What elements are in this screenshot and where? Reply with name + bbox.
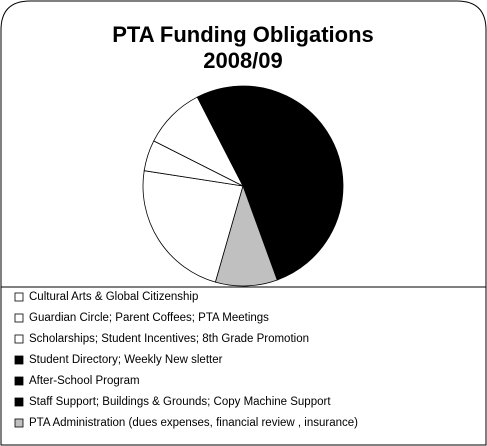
pie-slice [232,85,344,238]
chart-title: PTA Funding Obligations [112,22,374,47]
legend-label: Guardian Circle; Parent Coffees; PTA Mee… [29,312,269,324]
legend-label: Cultural Arts & Global Citizenship [29,291,198,303]
legend-swatch [14,376,24,386]
pie-slice [142,170,244,283]
legend-swatch [14,355,24,365]
legend-label: Scholarships; Student Incentives; 8th Gr… [29,333,309,345]
pie-slice [214,184,278,287]
legend-swatch [14,292,24,302]
legend-label: Student Directory; Weekly New sletter [29,354,223,366]
legend-label: Staff Support; Buildings & Grounds; Copy… [29,396,331,408]
pie-slice [242,185,330,281]
legend-swatch [14,334,24,344]
legend-swatch [14,313,24,323]
legend-label: After-School Program [29,375,140,387]
legend-label: PTA Administration (dues expenses, finan… [29,417,358,429]
legend-swatch [14,397,24,407]
chart-title: 2008/09 [203,48,283,73]
legend-swatch [14,418,24,428]
